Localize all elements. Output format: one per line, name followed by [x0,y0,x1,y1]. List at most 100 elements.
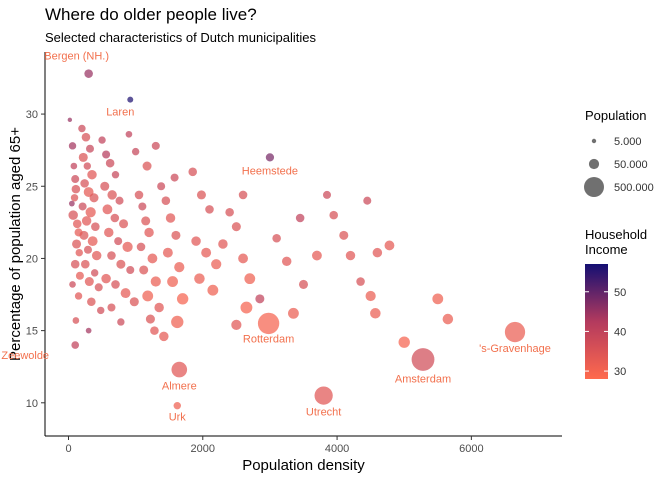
data-point [205,205,214,214]
data-point [71,341,80,349]
data-point [173,401,181,410]
data-point [72,317,80,324]
data-point [80,179,89,188]
data-point [432,293,444,305]
y-axis-title: Percentage of population aged 65+ [7,127,24,361]
data-point [329,210,338,220]
data-point [87,169,97,180]
point-label: 's-Gravenhage [479,343,551,355]
data-point [384,240,395,251]
data-point [122,241,133,252]
data-point [171,315,184,329]
plot-area [67,69,526,410]
data-point [151,141,160,150]
data-point [72,219,82,229]
data-point [150,276,161,287]
data-point [85,144,95,153]
data-point [107,303,116,312]
size-legend-key [588,158,600,170]
data-point [101,273,111,284]
data-point [162,247,173,258]
data-point [312,250,322,261]
data-point [322,190,332,199]
x-tick-label: 0 [65,443,71,455]
data-point [134,190,144,200]
data-point [150,326,159,335]
data-point [298,279,309,289]
data-point [78,152,88,162]
data-point [147,253,158,264]
x-axis-title: Population density [242,457,365,474]
data-point [115,196,124,205]
point-label: Bergen (NH.) [44,51,109,63]
color-bar-label: 30 [614,366,626,378]
point-label: Utrecht [306,407,341,419]
data-point [91,250,102,261]
data-point [90,269,99,277]
data-point [372,247,383,258]
y-tick-label: 25 [26,181,38,193]
data-point [281,256,292,267]
data-point [91,222,100,231]
data-point [144,227,154,238]
point-label: Zeewolde [1,350,49,362]
data-point [167,276,178,287]
axes: 0 2000 4000 6000 10 15 20 25 30 Population densit… [7,52,562,474]
data-point [102,204,113,215]
data-point [136,242,146,252]
data-point [370,308,381,319]
data-point [119,219,129,229]
data-point [67,117,73,123]
data-point [398,336,410,348]
point-label: Heemstede [242,165,298,177]
data-point [170,173,179,182]
y-tick-label: 20 [26,253,38,265]
data-point [201,247,212,258]
data-point [356,277,365,286]
data-point [84,277,94,287]
data-point [504,321,526,343]
point-label: Amsterdam [395,373,451,385]
data-point [110,213,120,223]
y-tick-label: 15 [26,326,38,338]
x-tick-label: 4000 [325,443,349,455]
data-point [116,259,126,269]
data-point [87,236,98,247]
data-point [225,207,234,217]
data-point [211,259,222,270]
data-point [131,147,140,156]
data-point [84,69,93,78]
data-point [107,251,116,260]
color-bar [585,264,608,379]
point-annotations: Bergen (NH.) Laren Heemstede Zeewolde Rotter… [1,51,551,424]
data-point [154,302,164,313]
data-point [442,313,454,325]
data-point [295,213,305,223]
data-point [68,200,75,207]
data-point [78,202,87,211]
data-point [231,222,241,232]
data-point [142,290,154,302]
data-point [365,290,376,302]
data-point [345,250,356,261]
data-point [69,281,76,288]
data-point [68,142,77,150]
x-tick-label: 2000 [191,443,215,455]
data-point [70,259,80,269]
color-legend-title: Income [585,242,628,257]
data-point [244,273,256,285]
data-point [71,175,80,184]
data-point [231,319,242,330]
data-point [240,301,253,314]
data-point [70,162,78,170]
data-point [89,193,99,203]
chart-title: Where do older people live? [45,5,257,24]
data-point [129,297,139,307]
color-bar-label: 50 [614,287,626,299]
data-point [127,96,134,103]
size-legend-label: 50.000 [614,159,648,171]
data-point [105,158,115,168]
data-point [255,294,265,304]
size-legend-label: 5.000 [614,136,642,148]
